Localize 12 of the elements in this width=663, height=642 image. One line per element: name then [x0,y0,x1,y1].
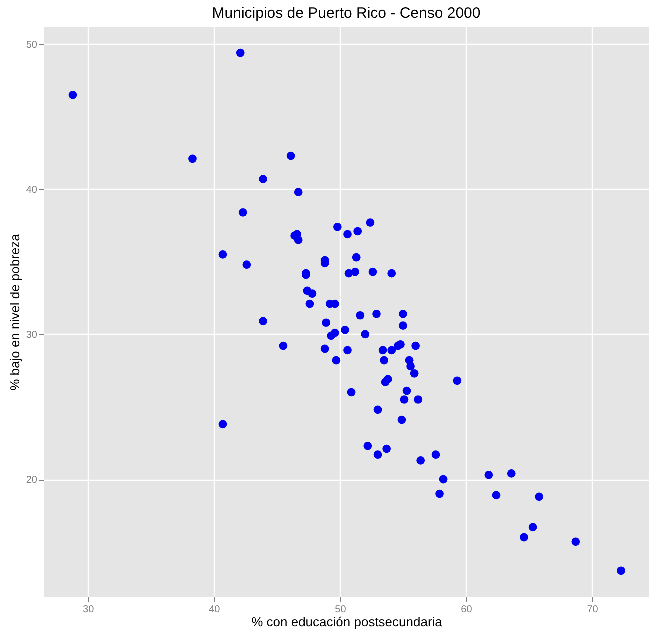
x-tick-label: 60 [461,604,473,616]
chart-title: Municipios de Puerto Rico - Censo 2000 [212,5,481,22]
x-axis-title: % con educación postsecundaria [252,614,444,630]
x-tick-label: 70 [587,604,599,616]
x-tick-label: 50 [335,604,347,616]
y-tick-label: 50 [26,40,38,51]
y-tick-label: 40 [26,184,38,196]
x-tick-label: 30 [83,604,95,616]
y-axis-title: % bajo en nivel de pobreza [7,233,22,391]
y-tick-label: 30 [26,330,38,341]
x-tick-label: 40 [209,604,221,616]
y-tick-label: 20 [26,475,38,486]
